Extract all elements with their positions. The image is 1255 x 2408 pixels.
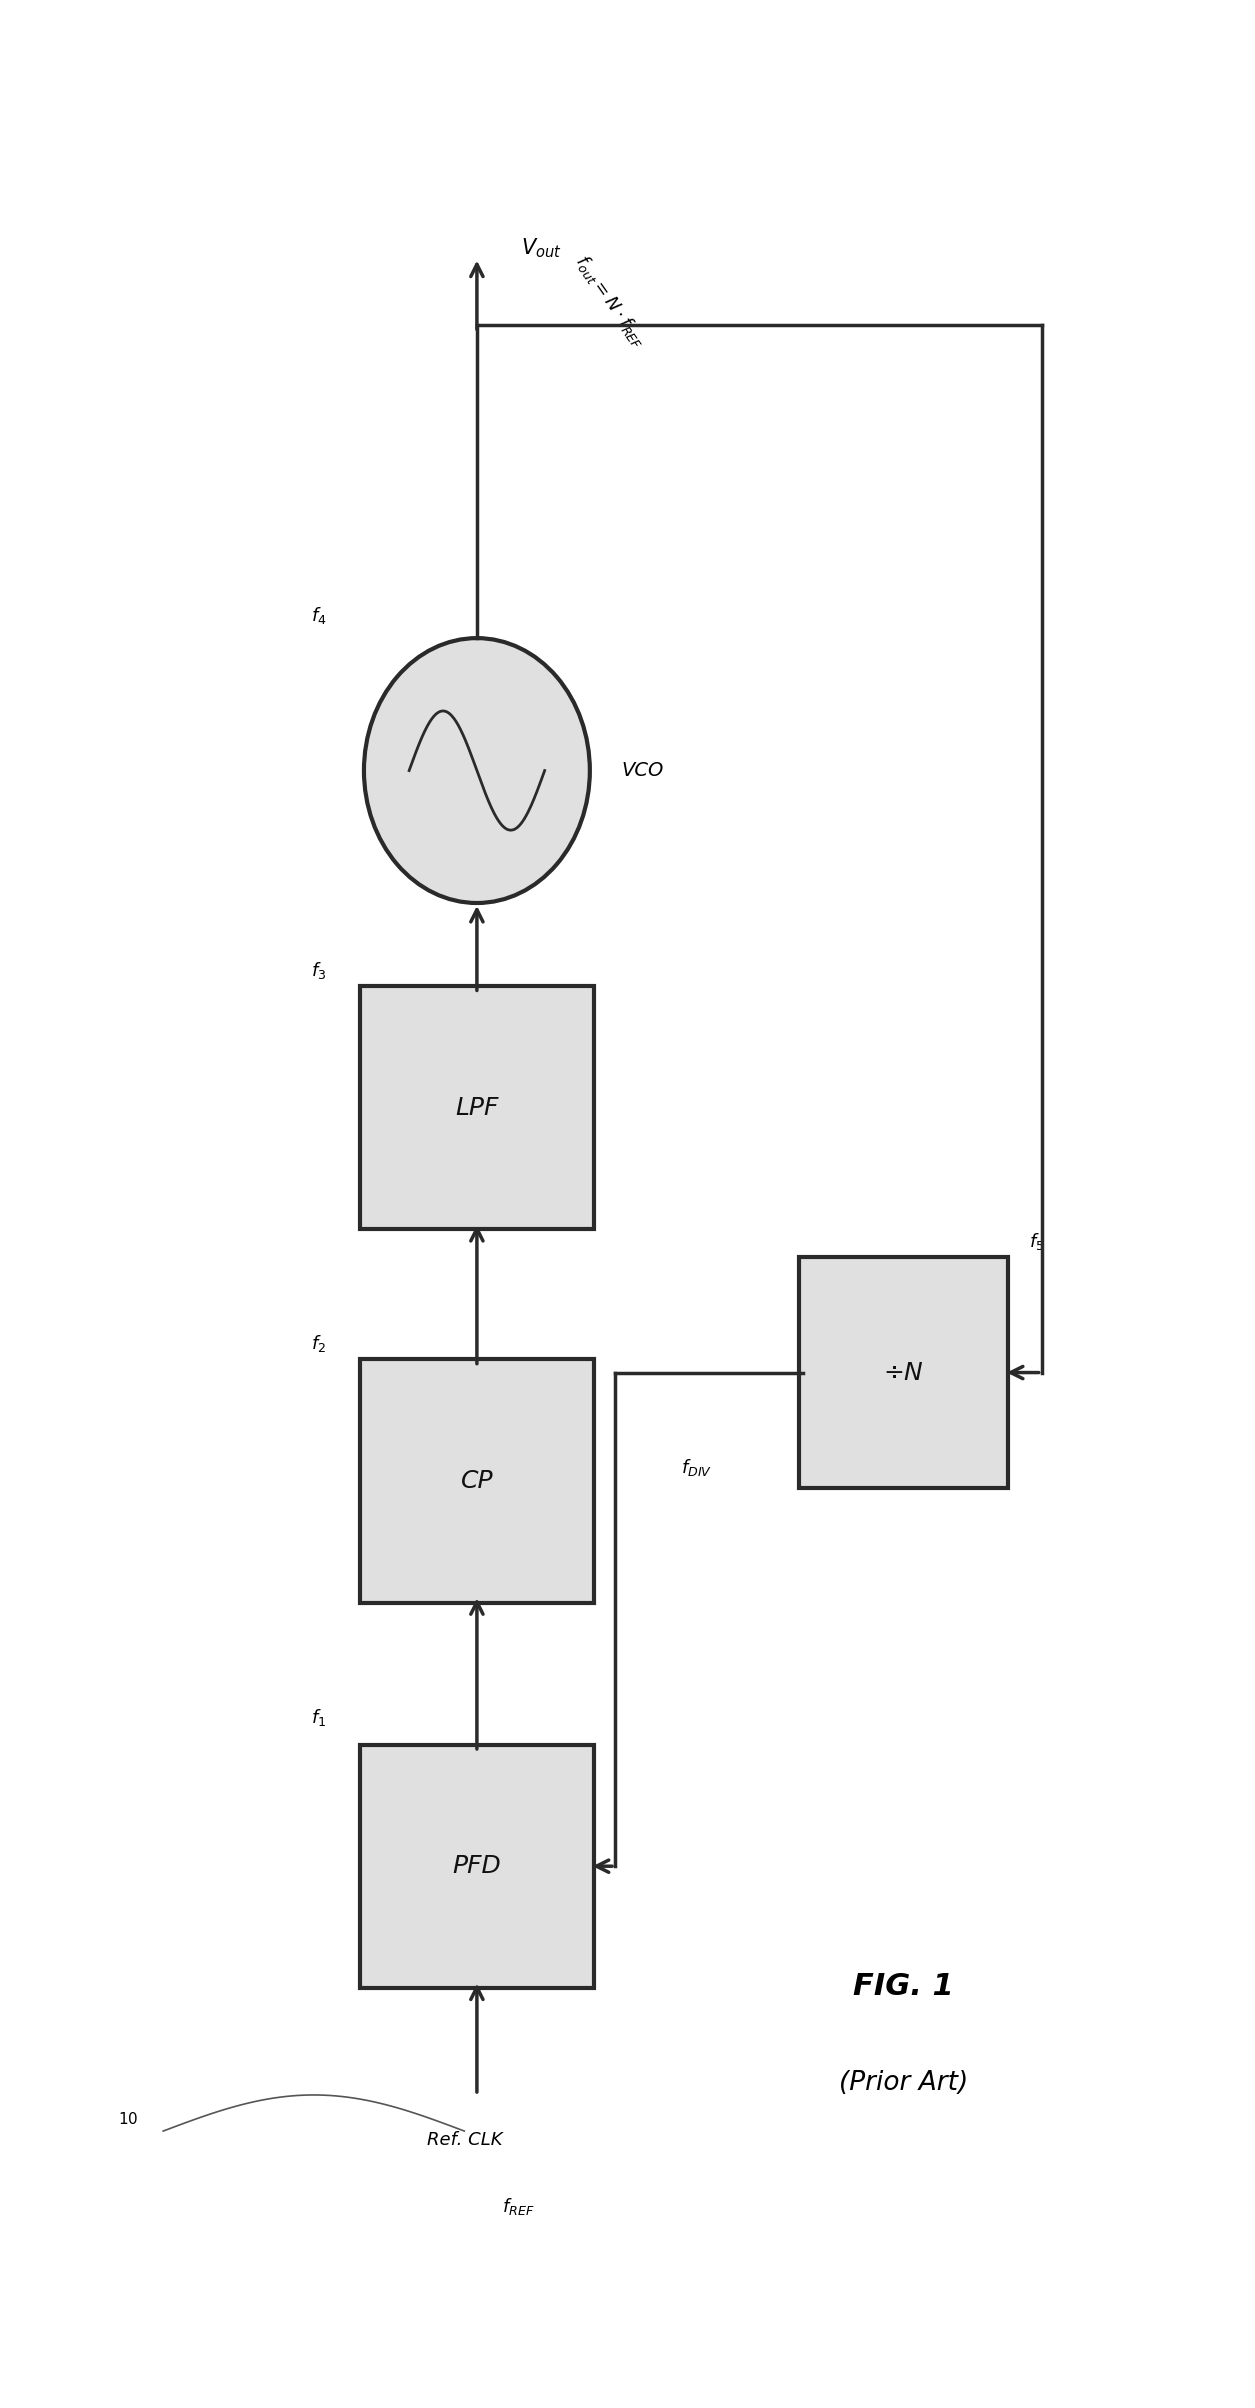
Text: CP: CP: [461, 1469, 493, 1493]
Text: $10$: $10$: [118, 2112, 138, 2126]
FancyBboxPatch shape: [360, 987, 594, 1228]
Text: (Prior Art): (Prior Art): [840, 2071, 968, 2095]
Text: FIG. 1: FIG. 1: [853, 1972, 954, 2001]
Text: PFD: PFD: [453, 1854, 501, 1878]
FancyBboxPatch shape: [799, 1257, 1008, 1488]
Text: LPF: LPF: [456, 1096, 498, 1120]
Text: $f_4$: $f_4$: [311, 604, 326, 626]
FancyBboxPatch shape: [360, 1743, 594, 1989]
Text: $f_2$: $f_2$: [311, 1334, 326, 1353]
Text: $f_{DIV}$: $f_{DIV}$: [681, 1457, 712, 1479]
Ellipse shape: [364, 638, 590, 903]
Text: $f_5$: $f_5$: [1029, 1230, 1044, 1252]
Text: $\div$N: $\div$N: [884, 1361, 924, 1385]
Text: $V_{out}$: $V_{out}$: [521, 236, 561, 260]
Text: $f_{REF}$: $f_{REF}$: [502, 2196, 535, 2218]
Text: $f_{out} = N \cdot f_{REF}$: $f_{out} = N \cdot f_{REF}$: [571, 250, 650, 352]
Text: $f_3$: $f_3$: [311, 961, 326, 982]
Text: VCO: VCO: [621, 761, 664, 780]
Text: Ref. CLK: Ref. CLK: [427, 2131, 502, 2148]
Text: $f_1$: $f_1$: [311, 1707, 326, 1729]
FancyBboxPatch shape: [360, 1358, 594, 1604]
